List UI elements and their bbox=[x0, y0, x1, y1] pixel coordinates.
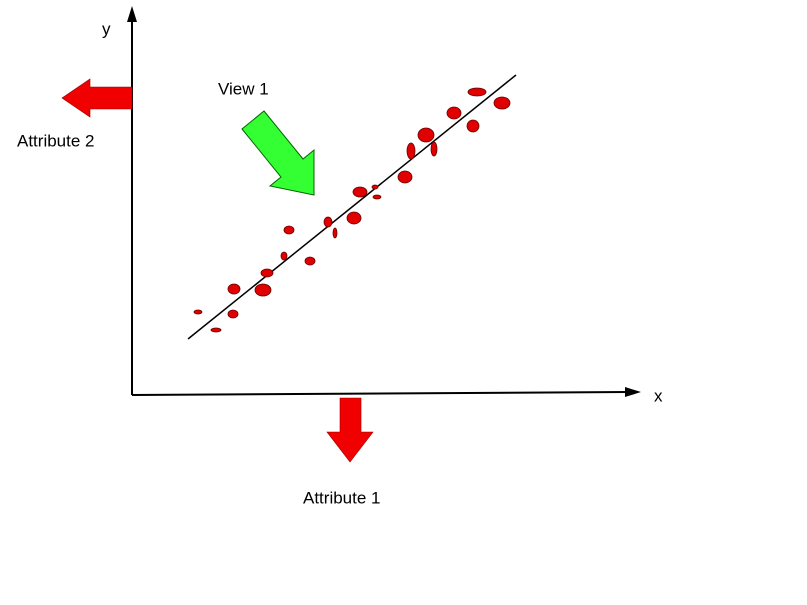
point bbox=[254, 283, 272, 297]
point bbox=[372, 194, 382, 200]
point bbox=[417, 127, 435, 143]
attribute-1-label: Attribute 1 bbox=[303, 488, 381, 507]
point bbox=[280, 251, 288, 261]
point bbox=[352, 186, 368, 198]
point bbox=[283, 225, 295, 235]
point bbox=[304, 256, 316, 266]
point bbox=[346, 211, 362, 225]
scatter-points bbox=[193, 87, 511, 333]
y-axis-label: y bbox=[102, 19, 111, 38]
point bbox=[446, 106, 462, 120]
attribute-1-arrow bbox=[326, 397, 374, 463]
point bbox=[227, 309, 239, 319]
attribute-2-arrow bbox=[61, 78, 133, 118]
view-label: View 1 bbox=[218, 79, 269, 98]
point bbox=[371, 184, 379, 190]
attribute-2-label: Attribute 2 bbox=[17, 131, 95, 150]
point bbox=[210, 327, 222, 333]
point bbox=[332, 227, 338, 239]
point bbox=[397, 170, 413, 184]
point bbox=[493, 96, 511, 110]
x-axis bbox=[131, 391, 629, 396]
x-axis-arrowhead bbox=[625, 387, 641, 397]
point bbox=[466, 119, 480, 133]
trend-line bbox=[187, 74, 517, 340]
point bbox=[406, 142, 416, 160]
point bbox=[193, 309, 203, 315]
point bbox=[323, 216, 333, 228]
x-axis-label: x bbox=[654, 386, 663, 405]
point bbox=[260, 268, 274, 278]
point bbox=[430, 141, 438, 157]
point bbox=[227, 283, 241, 295]
point bbox=[467, 87, 487, 97]
view-arrow bbox=[241, 110, 315, 196]
y-axis-arrowhead bbox=[127, 6, 137, 22]
